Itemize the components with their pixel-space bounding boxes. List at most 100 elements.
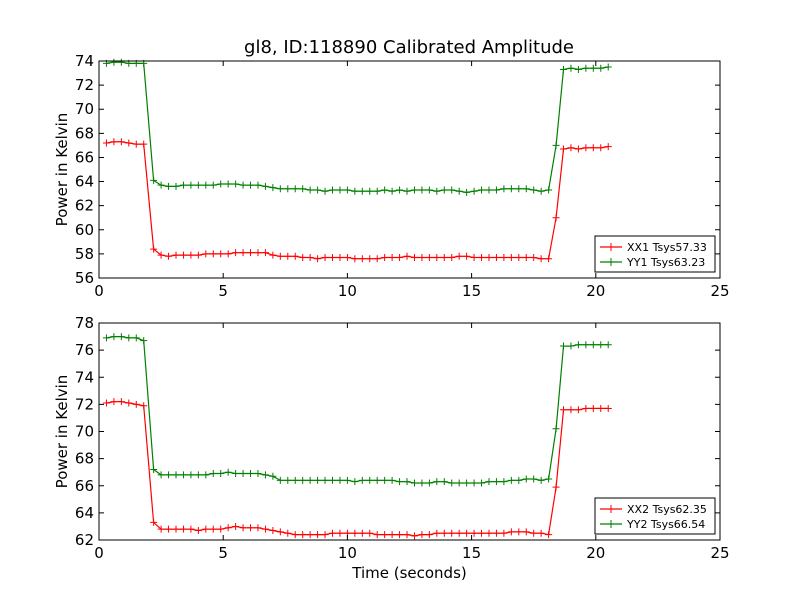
- data-point-marker: [110, 333, 118, 341]
- data-point-marker: [574, 406, 582, 414]
- axes-frame: [98, 60, 721, 279]
- x-tick-label: 0: [94, 544, 104, 562]
- data-point-marker: [388, 254, 396, 262]
- data-point-marker: [448, 254, 456, 262]
- legend-label: XX2 Tsys62.35: [627, 503, 707, 516]
- legend: XX1 Tsys57.33 YY1 Tsys63.23: [594, 235, 716, 273]
- data-point-marker: [567, 64, 575, 72]
- data-point-marker: [582, 64, 590, 72]
- data-point-marker: [537, 255, 545, 263]
- data-point-marker: [500, 478, 508, 486]
- data-point-marker: [366, 529, 374, 537]
- data-point-marker: [396, 531, 404, 539]
- data-point-marker: [102, 334, 110, 342]
- data-point-marker: [187, 471, 195, 479]
- data-point-marker: [209, 181, 217, 189]
- data-point-marker: [232, 470, 240, 478]
- data-point-marker: [552, 425, 560, 433]
- y-tick-label: 62: [75, 197, 94, 215]
- data-point-marker: [321, 476, 329, 484]
- data-point-marker: [187, 181, 195, 189]
- data-point-marker: [589, 341, 597, 349]
- data-point-marker: [403, 478, 411, 486]
- series-line-xx2: [106, 401, 609, 537]
- y-tick-label: 56: [75, 269, 94, 287]
- data-point-marker: [567, 342, 575, 350]
- data-point-marker: [269, 184, 277, 192]
- data-point-marker: [545, 475, 553, 483]
- data-point-marker: [179, 525, 187, 533]
- data-point-marker: [284, 252, 292, 260]
- data-point-marker: [150, 518, 158, 526]
- data-point-marker: [396, 478, 404, 486]
- y-tick-label: 68: [75, 450, 94, 468]
- data-point-marker: [545, 186, 553, 194]
- legend-marker: [607, 520, 615, 528]
- data-point-marker: [194, 251, 202, 259]
- data-point-marker: [433, 478, 441, 486]
- data-point-marker: [217, 470, 225, 478]
- data-point-marker: [530, 475, 538, 483]
- data-point-marker: [194, 527, 202, 535]
- data-point-marker: [410, 186, 418, 194]
- y-tick-label: 64: [75, 504, 94, 522]
- data-point-marker: [574, 65, 582, 73]
- data-point-marker: [247, 249, 255, 257]
- data-point-marker: [470, 187, 478, 195]
- data-point-marker: [552, 214, 560, 222]
- data-point-marker: [150, 465, 158, 473]
- data-point-marker: [299, 254, 307, 262]
- data-point-marker: [336, 254, 344, 262]
- data-point-marker: [261, 525, 269, 533]
- data-point-marker: [492, 186, 500, 194]
- data-point-marker: [515, 476, 523, 484]
- data-point-marker: [254, 249, 262, 257]
- y-tick-label: 72: [75, 395, 94, 413]
- data-point-marker: [425, 479, 433, 487]
- data-point-marker: [485, 529, 493, 537]
- data-point-marker: [150, 176, 158, 184]
- data-point-marker: [157, 251, 165, 259]
- data-point-marker: [328, 186, 336, 194]
- figure-title: gl8, ID:118890 Calibrated Amplitude: [244, 37, 574, 58]
- data-point-marker: [358, 529, 366, 537]
- data-point-marker: [102, 399, 110, 407]
- data-point-marker: [261, 249, 269, 257]
- data-point-marker: [291, 185, 299, 193]
- data-point-marker: [291, 531, 299, 539]
- y-tick-label: 72: [75, 76, 94, 94]
- data-point-marker: [373, 531, 381, 539]
- data-point-marker: [440, 186, 448, 194]
- data-point-marker: [314, 531, 322, 539]
- data-point-marker: [522, 528, 530, 536]
- data-point-marker: [336, 186, 344, 194]
- legend-marker: [607, 258, 615, 266]
- data-point-marker: [463, 188, 471, 196]
- y-tick-label: 66: [75, 477, 94, 495]
- data-point-marker: [157, 471, 165, 479]
- data-point-marker: [239, 181, 247, 189]
- data-point-marker: [597, 64, 605, 72]
- data-point-marker: [232, 249, 240, 257]
- data-point-marker: [515, 254, 523, 262]
- data-point-marker: [343, 186, 351, 194]
- data-point-marker: [261, 471, 269, 479]
- data-point-marker: [433, 529, 441, 537]
- data-point-marker: [425, 186, 433, 194]
- data-point-marker: [117, 333, 125, 341]
- data-point-marker: [194, 181, 202, 189]
- x-tick-label: 25: [710, 282, 729, 300]
- data-point-marker: [440, 254, 448, 262]
- data-point-marker: [589, 144, 597, 152]
- data-point-marker: [343, 476, 351, 484]
- data-point-marker: [418, 254, 426, 262]
- data-point-marker: [291, 476, 299, 484]
- data-point-marker: [172, 471, 180, 479]
- data-point-marker: [418, 531, 426, 539]
- y-tick-label: 68: [75, 124, 94, 142]
- data-point-marker: [209, 470, 217, 478]
- data-point-marker: [202, 471, 210, 479]
- data-point-marker: [125, 399, 133, 407]
- data-point-marker: [485, 478, 493, 486]
